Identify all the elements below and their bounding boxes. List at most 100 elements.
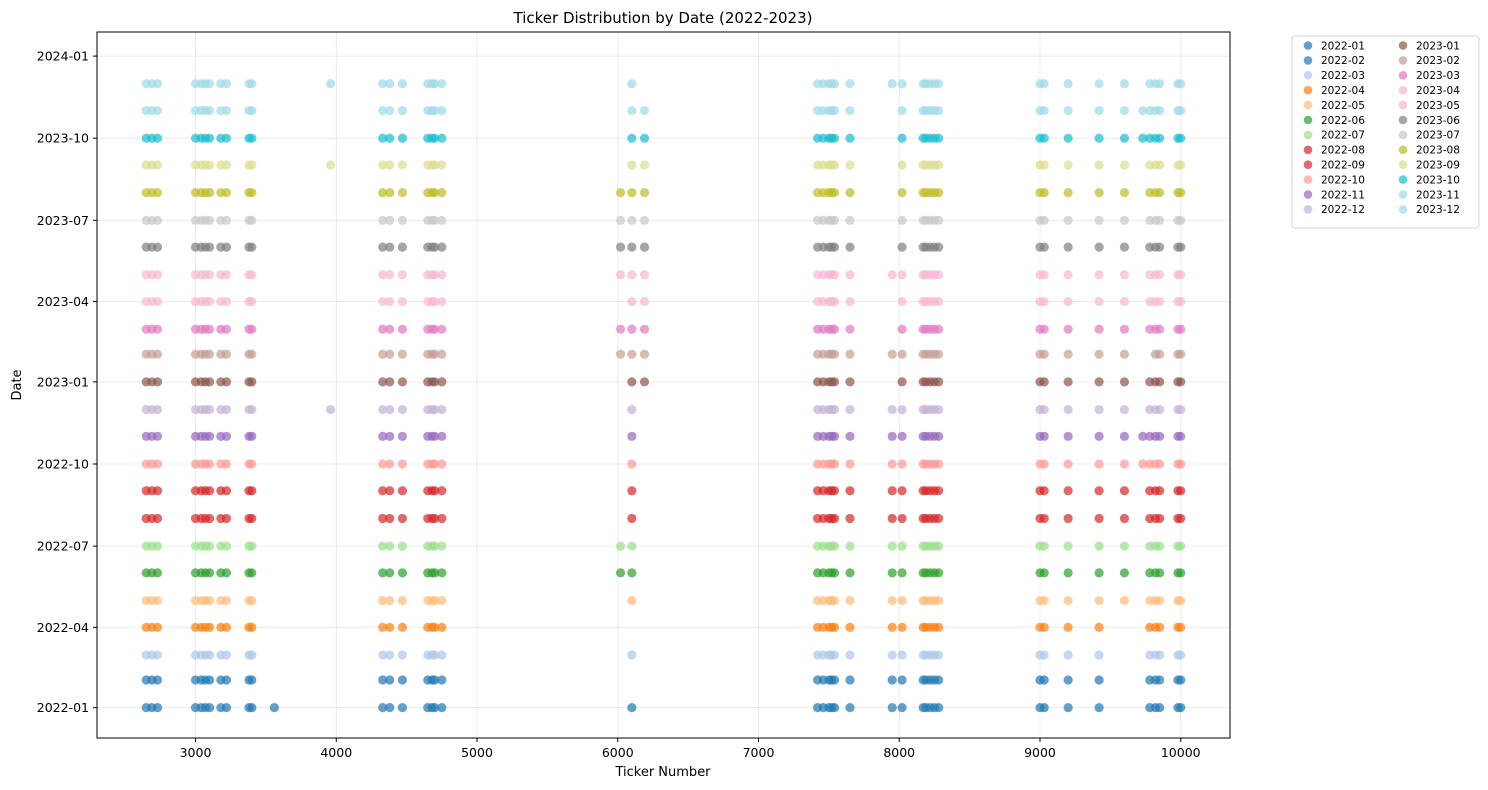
data-point (378, 568, 388, 578)
data-point (204, 188, 215, 198)
data-point (152, 541, 163, 551)
data-point (845, 324, 855, 334)
data-point (437, 133, 447, 143)
data-point (1155, 296, 1165, 307)
data-point (152, 133, 163, 143)
y-axis-ticks: 2022-01 2022-04 2022-07 2022-10 2023-01 2023-… (37, 49, 97, 715)
data-point (1155, 270, 1165, 280)
data-point (385, 79, 395, 89)
data-point (437, 215, 447, 225)
legend-marker (1398, 175, 1408, 184)
legend: 2022-01 2022-02 2022-03 2022-04 2022-05 2022-… (1291, 35, 1480, 229)
series-2023-12 (141, 79, 1186, 89)
series-2023-11 (141, 105, 1186, 116)
data-point (397, 675, 408, 685)
data-point (1119, 595, 1130, 606)
data-point (1039, 650, 1049, 660)
data-point (152, 703, 163, 713)
data-point (1039, 242, 1049, 252)
data-point (437, 431, 447, 441)
data-point (247, 215, 257, 225)
data-point (378, 79, 388, 89)
data-point (1155, 459, 1165, 469)
data-point (615, 541, 626, 551)
data-point (1063, 486, 1073, 496)
data-point (437, 377, 447, 387)
data-point (397, 349, 408, 359)
data-point (430, 675, 440, 685)
series-2022-10 (141, 459, 1186, 469)
data-point (934, 459, 944, 469)
data-point (204, 215, 215, 225)
data-point (934, 270, 944, 280)
data-point (1119, 513, 1130, 524)
data-point (1094, 703, 1104, 713)
data-point (204, 160, 215, 170)
data-point (221, 133, 232, 143)
legend-marker (1398, 160, 1408, 169)
data-point (1063, 459, 1073, 469)
data-point (378, 541, 388, 551)
data-point (845, 650, 855, 660)
data-point (1094, 79, 1104, 89)
data-point (430, 459, 440, 469)
data-point (397, 160, 408, 170)
data-point (397, 486, 408, 496)
series-2023-04 (141, 296, 1186, 307)
data-point (627, 105, 637, 116)
data-point (326, 79, 336, 89)
data-point (378, 188, 388, 198)
data-point (1094, 622, 1104, 632)
data-point (1039, 377, 1049, 387)
data-point (437, 459, 447, 469)
data-point (627, 404, 637, 415)
data-point (378, 595, 388, 606)
data-point (1063, 188, 1073, 198)
data-point (639, 349, 650, 359)
data-point (1063, 541, 1073, 551)
data-point (829, 459, 840, 469)
legend-frame (1291, 35, 1480, 229)
data-point (247, 270, 257, 280)
data-point (1063, 160, 1073, 170)
data-point (221, 160, 232, 170)
data-point (1155, 215, 1165, 225)
series-2022-02 (141, 675, 1186, 685)
data-point (247, 296, 257, 307)
data-point (1155, 133, 1165, 143)
data-point (247, 622, 257, 632)
data-point (437, 404, 447, 415)
data-point (385, 133, 395, 143)
data-point (845, 296, 855, 307)
data-point (1155, 622, 1165, 632)
series-2022-05 (141, 595, 1186, 606)
data-point (430, 568, 440, 578)
series-2022-04 (141, 622, 1186, 632)
data-point (934, 595, 944, 606)
data-point (829, 188, 840, 198)
data-point (627, 160, 637, 170)
data-point (204, 486, 215, 496)
data-point (829, 595, 840, 606)
data-point (1063, 215, 1073, 225)
data-point (385, 541, 395, 551)
data-point (1176, 541, 1186, 551)
data-point (845, 541, 855, 551)
legend-entry: 2022-05 (1321, 100, 1365, 112)
data-point (627, 486, 637, 496)
data-point (397, 431, 408, 441)
data-point (397, 650, 408, 660)
data-point (897, 215, 907, 225)
data-point (1155, 541, 1165, 551)
x-tick-label: 6000 (602, 745, 634, 760)
data-point (934, 133, 944, 143)
data-point (934, 79, 944, 89)
data-point (639, 270, 650, 280)
data-point (437, 324, 447, 334)
data-point (204, 568, 215, 578)
data-point (1039, 188, 1049, 198)
data-point (1155, 188, 1165, 198)
data-point (247, 324, 257, 334)
data-point (829, 404, 840, 415)
